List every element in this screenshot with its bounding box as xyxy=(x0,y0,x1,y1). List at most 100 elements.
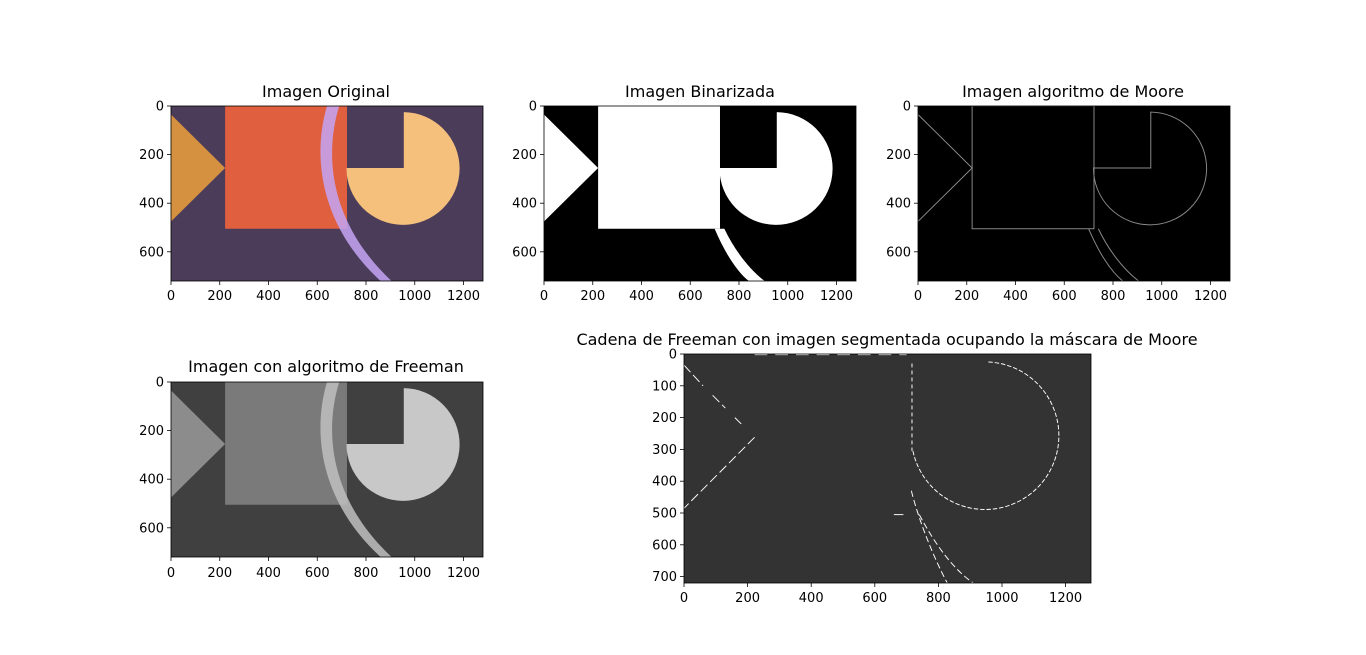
original-pie xyxy=(346,112,460,225)
xtick-label: 1200 xyxy=(1049,591,1082,606)
xtick-label: 600 xyxy=(1052,289,1077,304)
xtick-label: 800 xyxy=(727,289,752,304)
xtick-label: 600 xyxy=(305,566,330,581)
xtick-label: 400 xyxy=(799,591,824,606)
xtick-label: 200 xyxy=(207,566,232,581)
panel-moore: Imagen algoritmo de Moore 0 200 400 600 … xyxy=(886,82,1231,304)
ytick-label: 600 xyxy=(139,521,164,536)
ytick-label: 700 xyxy=(652,570,677,585)
binarized-arc xyxy=(714,228,765,281)
xtick-label: 600 xyxy=(305,289,330,304)
xtick-label: 1000 xyxy=(398,566,431,581)
freeman-triangle xyxy=(171,390,226,498)
ytick-label: 300 xyxy=(652,443,677,458)
ytick-label: 200 xyxy=(512,148,537,163)
xtick-label: 1000 xyxy=(398,289,431,304)
freeman-arc xyxy=(320,382,392,557)
ytick-label: 600 xyxy=(512,245,537,260)
xtick-label: 400 xyxy=(1003,289,1028,304)
ytick-label: 0 xyxy=(529,100,537,115)
binarized-triangle xyxy=(544,114,599,222)
ytick-label: 200 xyxy=(652,411,677,426)
ytick-label: 100 xyxy=(652,379,677,394)
xtick-label: 0 xyxy=(540,289,548,304)
xtick-label: 800 xyxy=(1101,289,1126,304)
panel-original-image xyxy=(171,106,483,281)
ytick-label: 0 xyxy=(156,376,164,391)
ytick-label: 0 xyxy=(903,100,911,115)
moore-square-contour xyxy=(971,106,1095,230)
panel-chain: Cadena de Freeman con imagen segmentada … xyxy=(576,330,1197,606)
panel-chain-title: Cadena de Freeman con imagen segmentada … xyxy=(576,330,1197,349)
panel-moore-yticks: 0 200 400 600 xyxy=(886,100,918,260)
panel-chain-yticks: 0 100 200 300 400 500 600 700 xyxy=(652,348,684,585)
xtick-label: 400 xyxy=(256,289,281,304)
panel-binarized-yticks: 0 200 400 600 xyxy=(512,100,544,260)
panel-freeman-image xyxy=(171,382,483,557)
xtick-label: 1000 xyxy=(1145,289,1178,304)
xtick-label: 800 xyxy=(354,289,379,304)
ytick-label: 400 xyxy=(652,475,677,490)
xtick-label: 0 xyxy=(167,566,175,581)
ytick-label: 200 xyxy=(886,148,911,163)
panel-moore-xticks: 0 200 400 600 800 1000 1200 xyxy=(914,281,1227,304)
binarized-square xyxy=(598,106,720,229)
original-triangle xyxy=(171,114,226,222)
moore-arc-contour xyxy=(1088,228,1139,281)
panel-binarized-xticks: 0 200 400 600 800 1000 1200 xyxy=(540,281,853,304)
panel-binarized-title: Imagen Binarizada xyxy=(625,82,775,101)
panel-chain-xticks: 0 200 400 600 800 1000 1200 xyxy=(680,583,1082,606)
panel-binarized-image xyxy=(544,106,856,281)
ytick-label: 0 xyxy=(156,100,164,115)
xtick-label: 1200 xyxy=(1194,289,1227,304)
panel-moore-title: Imagen algoritmo de Moore xyxy=(962,82,1184,101)
panel-original-title: Imagen Original xyxy=(262,82,390,101)
xtick-label: 1000 xyxy=(985,591,1018,606)
xtick-label: 0 xyxy=(914,289,922,304)
panel-moore-image xyxy=(918,106,1230,281)
ytick-label: 400 xyxy=(139,473,164,488)
moore-pie-contour xyxy=(1093,111,1208,226)
xtick-label: 800 xyxy=(354,566,379,581)
panel-original: Imagen Original 0 200 400 600 800 1000 1… xyxy=(139,82,484,304)
xtick-label: 1200 xyxy=(820,289,853,304)
ytick-label: 0 xyxy=(669,348,677,363)
freeman-pie xyxy=(346,388,460,501)
xtick-label: 600 xyxy=(678,289,703,304)
ytick-label: 400 xyxy=(512,197,537,212)
panel-freeman: Imagen con algoritmo de Freeman 0 200 40… xyxy=(139,357,484,581)
panel-original-yticks: 0 200 400 600 xyxy=(139,100,171,260)
xtick-label: 1000 xyxy=(771,289,804,304)
xtick-label: 200 xyxy=(207,289,232,304)
panel-binarized: Imagen Binarizada 0 200 400 600 800 1000… xyxy=(512,82,857,304)
ytick-label: 600 xyxy=(652,538,677,553)
ytick-label: 200 xyxy=(139,424,164,439)
xtick-label: 200 xyxy=(580,289,605,304)
original-arc xyxy=(320,106,392,281)
panel-freeman-title: Imagen con algoritmo de Freeman xyxy=(188,357,464,376)
chain-triangle-edge xyxy=(684,364,755,509)
ytick-label: 400 xyxy=(139,197,164,212)
xtick-label: 1200 xyxy=(447,566,480,581)
ytick-label: 600 xyxy=(886,245,911,260)
xtick-label: 1200 xyxy=(447,289,480,304)
ytick-label: 600 xyxy=(139,245,164,260)
panel-freeman-xticks: 0 200 400 600 800 1000 1200 xyxy=(167,557,480,581)
chain-arc-edge xyxy=(910,490,974,583)
xtick-label: 0 xyxy=(167,289,175,304)
panel-freeman-yticks: 0 200 400 600 xyxy=(139,376,171,536)
ytick-label: 400 xyxy=(886,197,911,212)
xtick-label: 200 xyxy=(735,591,760,606)
ytick-label: 500 xyxy=(652,507,677,522)
xtick-label: 800 xyxy=(926,591,951,606)
xtick-label: 400 xyxy=(256,566,281,581)
binarized-pie xyxy=(719,112,833,225)
ytick-label: 200 xyxy=(139,148,164,163)
xtick-label: 0 xyxy=(680,591,688,606)
xtick-label: 200 xyxy=(954,289,979,304)
xtick-label: 600 xyxy=(862,591,887,606)
panel-original-xticks: 0 200 400 600 800 1000 1200 xyxy=(167,281,480,304)
xtick-label: 400 xyxy=(629,289,654,304)
panel-chain-image xyxy=(684,354,1091,583)
